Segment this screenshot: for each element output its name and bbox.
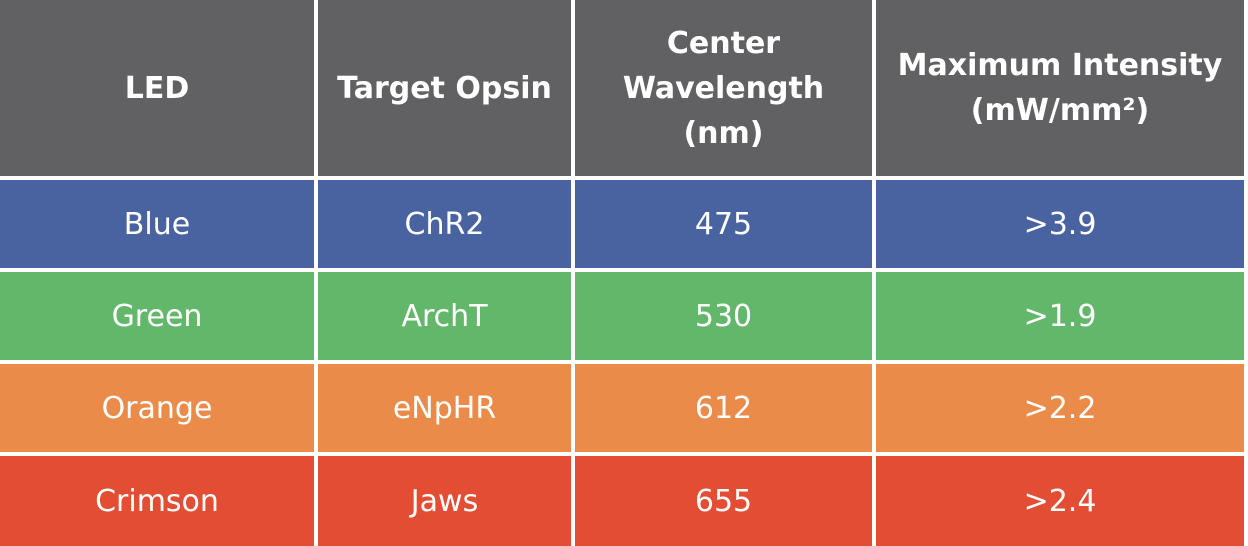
cell-led: Green [0, 268, 318, 364]
table-row: Orange eNpHR 612 >2.2 [0, 360, 1244, 456]
cell-led: Crimson [0, 452, 318, 546]
header-target-opsin: Target Opsin [314, 0, 575, 180]
header-target-opsin-line: Target Opsin [337, 70, 552, 106]
header-led: LED [0, 0, 318, 180]
table-row: Crimson Jaws 655 >2.4 [0, 452, 1244, 546]
cell-center-wavelength: 612 [571, 360, 876, 456]
cell-target-opsin: eNpHR [314, 360, 575, 456]
header-center-wavelength-line-1: Center [666, 25, 781, 61]
cell-center-wavelength: 530 [571, 268, 876, 364]
cell-target-opsin: Jaws [314, 452, 575, 546]
header-led-line: LED [124, 70, 190, 106]
cell-maximum-intensity: >1.9 [872, 268, 1244, 364]
header-center-wavelength: Center Wavelength (nm) [571, 0, 876, 180]
header-maximum-intensity: Maximum Intensity (mW/mm²) [872, 0, 1244, 180]
header-row: LED Target Opsin Center Wavelength (nm) … [0, 0, 1244, 180]
header-maximum-intensity-line-2: (mW/mm²) [970, 93, 1150, 128]
header-center-wavelength-line-2: Wavelength [622, 70, 825, 106]
cell-target-opsin: ArchT [314, 268, 575, 364]
table-row: Green ArchT 530 >1.9 [0, 268, 1244, 364]
cell-maximum-intensity: >2.2 [872, 360, 1244, 456]
header-maximum-intensity-line-1: Maximum Intensity [897, 48, 1223, 83]
cell-center-wavelength: 655 [571, 452, 876, 546]
cell-led: Blue [0, 176, 318, 272]
cell-center-wavelength: 475 [571, 176, 876, 272]
cell-target-opsin: ChR2 [314, 176, 575, 272]
table-row: Blue ChR2 475 >3.9 [0, 176, 1244, 272]
cell-led: Orange [0, 360, 318, 456]
cell-maximum-intensity: >2.4 [872, 452, 1244, 546]
header-center-wavelength-line-3: (nm) [683, 115, 764, 151]
cell-maximum-intensity: >3.9 [872, 176, 1244, 272]
